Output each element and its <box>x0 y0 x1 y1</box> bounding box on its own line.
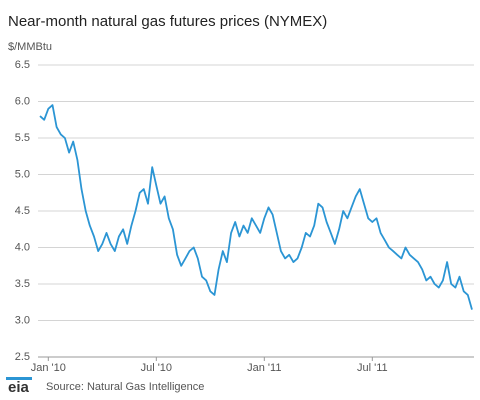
logo-swoosh <box>6 377 32 380</box>
y-tick-label: 5.5 <box>15 132 30 144</box>
y-tick-label: 6.5 <box>15 59 30 71</box>
y-tick-label: 3.0 <box>15 314 30 326</box>
x-tick-label: Jul '11 <box>357 362 388 374</box>
y-tick-label: 4.0 <box>15 241 30 253</box>
x-tick-label: Jan '10 <box>31 362 66 374</box>
price-line <box>39 104 473 310</box>
y-tick-label: 6.0 <box>15 95 30 107</box>
source-note: Source: Natural Gas Intelligence <box>46 381 204 393</box>
chart-title: Near-month natural gas futures prices (N… <box>8 13 327 30</box>
x-tick-label: Jul '10 <box>141 362 172 374</box>
y-tick-label: 4.5 <box>15 205 30 217</box>
y-axis-label: $/MMBtu <box>8 41 52 53</box>
logo: eia <box>8 379 30 396</box>
y-tick-label: 2.5 <box>15 351 30 363</box>
x-tick-label: Jan '11 <box>247 362 281 374</box>
y-tick-label: 5.0 <box>15 168 30 180</box>
y-tick-label: 3.5 <box>15 278 30 290</box>
